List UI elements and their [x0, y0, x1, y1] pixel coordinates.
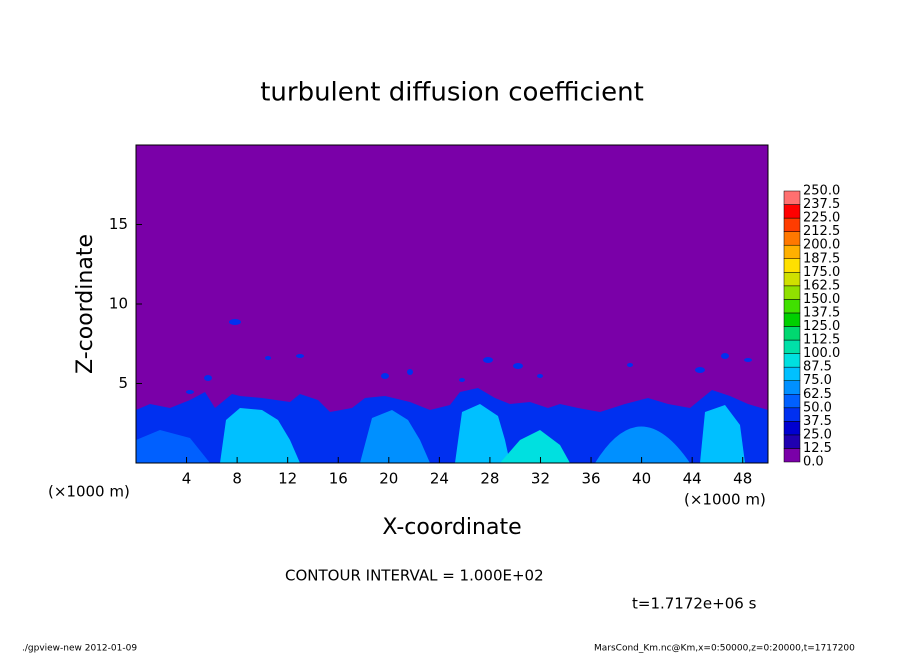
colorbar-label: 162.5	[803, 278, 840, 293]
x-tick-label: 4	[182, 470, 192, 488]
x-tick-label: 32	[531, 470, 550, 488]
y-tick-label: 10	[109, 295, 128, 313]
footer-right: MarsCond_Km.nc@Km,x=0:50000,z=0:20000,t=…	[594, 644, 855, 654]
colorbar-segment	[783, 217, 801, 232]
colorbar-segment	[783, 407, 801, 422]
colorbar-label: 87.5	[803, 360, 832, 375]
x-tick-label: 44	[683, 470, 702, 488]
y-tick-label: 15	[109, 215, 128, 233]
field-region	[700, 405, 745, 463]
colorbar-segment	[783, 244, 801, 259]
x-tick-label: 8	[232, 470, 242, 488]
colorbar-segment	[783, 299, 801, 314]
colorbar-label: 175.0	[803, 265, 840, 280]
colorbar-label: 100.0	[803, 346, 840, 361]
colorbar-label: 212.5	[803, 224, 840, 239]
colorbar-segment	[783, 258, 801, 273]
field-pattern	[136, 319, 768, 463]
colorbar-segment	[783, 204, 801, 219]
field-region	[136, 430, 210, 463]
colorbar-label: 62.5	[803, 387, 832, 402]
colorbar-segment	[783, 272, 801, 287]
colorbar-label: 112.5	[803, 333, 840, 348]
colorbar-label: 150.0	[803, 292, 840, 307]
colorbar-segment	[783, 353, 801, 368]
colorbar-segment	[783, 394, 801, 409]
field-region	[360, 410, 430, 463]
colorbar-label: 75.0	[803, 373, 832, 388]
colorbar-segment	[783, 231, 801, 246]
x-tick-label: 12	[278, 470, 297, 488]
x-tick-label: 20	[379, 470, 398, 488]
colorbar-label: 37.5	[803, 414, 832, 429]
field-specks	[186, 319, 752, 394]
x-tick-label: 40	[632, 470, 651, 488]
field-region	[500, 430, 570, 463]
colorbar-label: 237.5	[803, 197, 840, 212]
colorbar-label: 187.5	[803, 251, 840, 266]
x-tick-label: 36	[581, 470, 600, 488]
colorbar-segment	[783, 434, 801, 449]
x-axis-label: X-coordinate	[382, 515, 521, 540]
x-tick-label: 24	[430, 470, 449, 488]
y-tick-label: 5	[118, 374, 128, 392]
x-tick-label: 16	[329, 470, 348, 488]
colorbar-label: 0.0	[803, 455, 824, 470]
time-label: t=1.7172e+06 s	[632, 595, 757, 613]
field-region	[455, 404, 510, 463]
colorbar-segment	[783, 339, 801, 354]
colorbar-segment	[783, 326, 801, 341]
colorbar-segment	[783, 190, 801, 205]
colorbar-segment	[783, 380, 801, 395]
colorbar-label: 200.0	[803, 238, 840, 253]
y-axis-label: Z-coordinate	[73, 234, 98, 374]
colorbar-label: 125.0	[803, 319, 840, 334]
chart-title: turbulent diffusion coefficient	[260, 78, 644, 108]
colorbar-label: 250.0	[803, 184, 840, 199]
x-unit: (×1000 m)	[48, 483, 130, 501]
colorbar-segment	[783, 448, 801, 463]
colorbar-segment	[783, 285, 801, 300]
colorbar-segment	[783, 312, 801, 327]
field-region	[595, 426, 690, 463]
colorbar-label: 225.0	[803, 211, 840, 226]
contour-interval: CONTOUR INTERVAL = 1.000E+02	[285, 567, 544, 585]
x-tick-label: 28	[480, 470, 499, 488]
colorbar-label: 25.0	[803, 427, 832, 442]
colorbar-segment	[783, 421, 801, 436]
x-tick-label: 48	[733, 470, 752, 488]
colorbar-label: 50.0	[803, 400, 832, 415]
colorbar-label: 12.5	[803, 441, 832, 456]
colorbar-segment	[783, 366, 801, 381]
footer-left: ./gpview-new 2012-01-09	[22, 644, 137, 654]
field-region	[220, 408, 300, 463]
x-unit: (×1000 m)	[684, 491, 766, 509]
colorbar-label: 137.5	[803, 305, 840, 320]
